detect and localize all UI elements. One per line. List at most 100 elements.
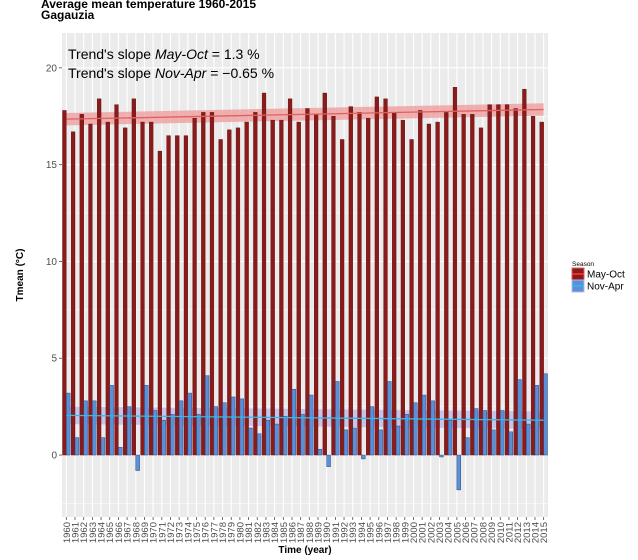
bar-nov-apr [473,408,479,456]
x-tick-label: 1994 [357,522,368,543]
bar-may-oct [218,139,223,456]
bar-nov-apr [66,392,71,456]
x-tick-label: 1984 [270,522,281,543]
x-tick-label: 2009 [487,522,498,543]
x-tick-label: 1967 [123,522,134,543]
bar-nov-apr [526,423,531,456]
bar-may-oct [97,98,102,456]
legend-item-may-oct: May-Oct [571,267,625,281]
bar-nov-apr [309,394,314,456]
bar-nov-apr [352,427,357,456]
bar-nov-apr [395,425,401,456]
bar-may-oct [140,121,145,456]
x-tick-label: 1996 [374,522,385,543]
bar-nov-apr [187,392,192,456]
bar-nov-apr [361,454,366,460]
annotation-value: = −0.65 % [206,65,274,81]
x-tick-label: 1985 [279,522,290,543]
x-tick-label: 1988 [305,522,316,543]
x-axis: 1960196119621963196419651966196719681969… [62,517,550,543]
x-tick-label: 1983 [261,522,272,543]
y-axis-title: Tmean (°C) [15,249,26,302]
y-tick-label: 5 [51,354,57,365]
x-tick-label: 1964 [97,522,108,543]
bar-nov-apr [482,410,487,456]
x-tick-label: 2015 [539,522,550,543]
bar-may-oct [331,116,336,456]
bar-may-oct [114,104,119,456]
x-tick-label: 1987 [296,522,307,543]
x-tick-label: 1971 [157,522,168,543]
bar-may-oct [88,123,93,456]
bar-nov-apr [378,429,383,456]
legend: Season May-Oct Nov-Apr [571,261,625,293]
legend-item-nov-apr: Nov-Apr [571,279,624,293]
x-tick-label: 1992 [340,522,351,543]
bar-nov-apr [465,437,470,456]
bar-may-oct [70,131,76,456]
x-tick-label: 1986 [287,522,298,543]
bar-nov-apr [317,448,323,456]
bar-nov-apr [369,406,375,456]
bar-nov-apr [248,427,253,456]
x-tick-label: 1999 [400,522,411,543]
x-axis-title: Time (year) [278,545,331,556]
bar-may-oct [123,127,128,456]
x-tick-label: 2002 [426,522,437,543]
legend-label-nov-apr: Nov-Apr [587,282,624,293]
bar-may-oct [209,112,215,456]
bar-may-oct [444,112,449,456]
bar-may-oct [261,92,267,456]
x-tick-label: 2000 [409,522,420,543]
bar-nov-apr [543,373,548,456]
x-tick-label: 2007 [470,522,481,543]
bar-nov-apr [447,419,453,456]
x-tick-label: 1995 [366,522,377,543]
x-tick-label: 2012 [513,522,524,543]
svg-text:Trend's slope May-Oct = 1.3 %: Trend's slope May-Oct = 1.3 % [68,46,260,62]
bars [62,87,548,491]
x-tick-label: 1978 [218,522,229,543]
x-tick-label: 1968 [131,522,142,543]
bar-nov-apr [126,406,132,456]
bar-nov-apr [230,396,236,456]
x-tick-label: 1972 [166,522,177,543]
bar-nov-apr [283,416,288,456]
chart-subtitle: Gagauzia [41,8,95,22]
bar-nov-apr [100,437,106,456]
bar-nov-apr [439,454,444,458]
bar-may-oct [426,123,432,456]
bar-nov-apr [204,375,210,456]
bar-nov-apr [430,400,435,456]
x-tick-label: 1961 [71,522,82,543]
x-tick-label: 1973 [175,522,186,543]
y-axis: 0 5 10 15 20 [46,63,62,462]
bar-may-oct [374,96,379,456]
x-tick-label: 1989 [314,522,325,543]
bar-may-oct [270,119,275,456]
bar-may-oct [166,135,171,456]
legend-label-may-oct: May-Oct [587,270,625,281]
y-tick-label: 15 [46,160,58,171]
bar-nov-apr [213,406,218,456]
bar-may-oct [409,139,414,456]
bar-may-oct [418,110,423,456]
annotation-season: Nov-Apr [155,65,208,81]
bar-may-oct [383,98,388,456]
bar-nov-apr [456,454,461,491]
bar-may-oct [201,112,206,456]
x-tick-label: 1976 [201,522,212,543]
x-tick-label: 1962 [79,522,90,543]
bar-may-oct [235,127,241,456]
bar-may-oct [487,104,492,456]
bar-may-oct [478,127,484,456]
bar-may-oct [175,135,180,456]
chart-title: Average mean temperature 1960-2015 [41,0,257,11]
x-tick-label: 1966 [114,522,125,543]
bar-may-oct [279,119,284,456]
x-tick-label: 1960 [62,522,73,543]
bar-may-oct [357,112,362,456]
x-tick-label: 1970 [149,522,160,543]
x-tick-label: 2003 [435,522,446,543]
bar-may-oct [105,121,110,456]
